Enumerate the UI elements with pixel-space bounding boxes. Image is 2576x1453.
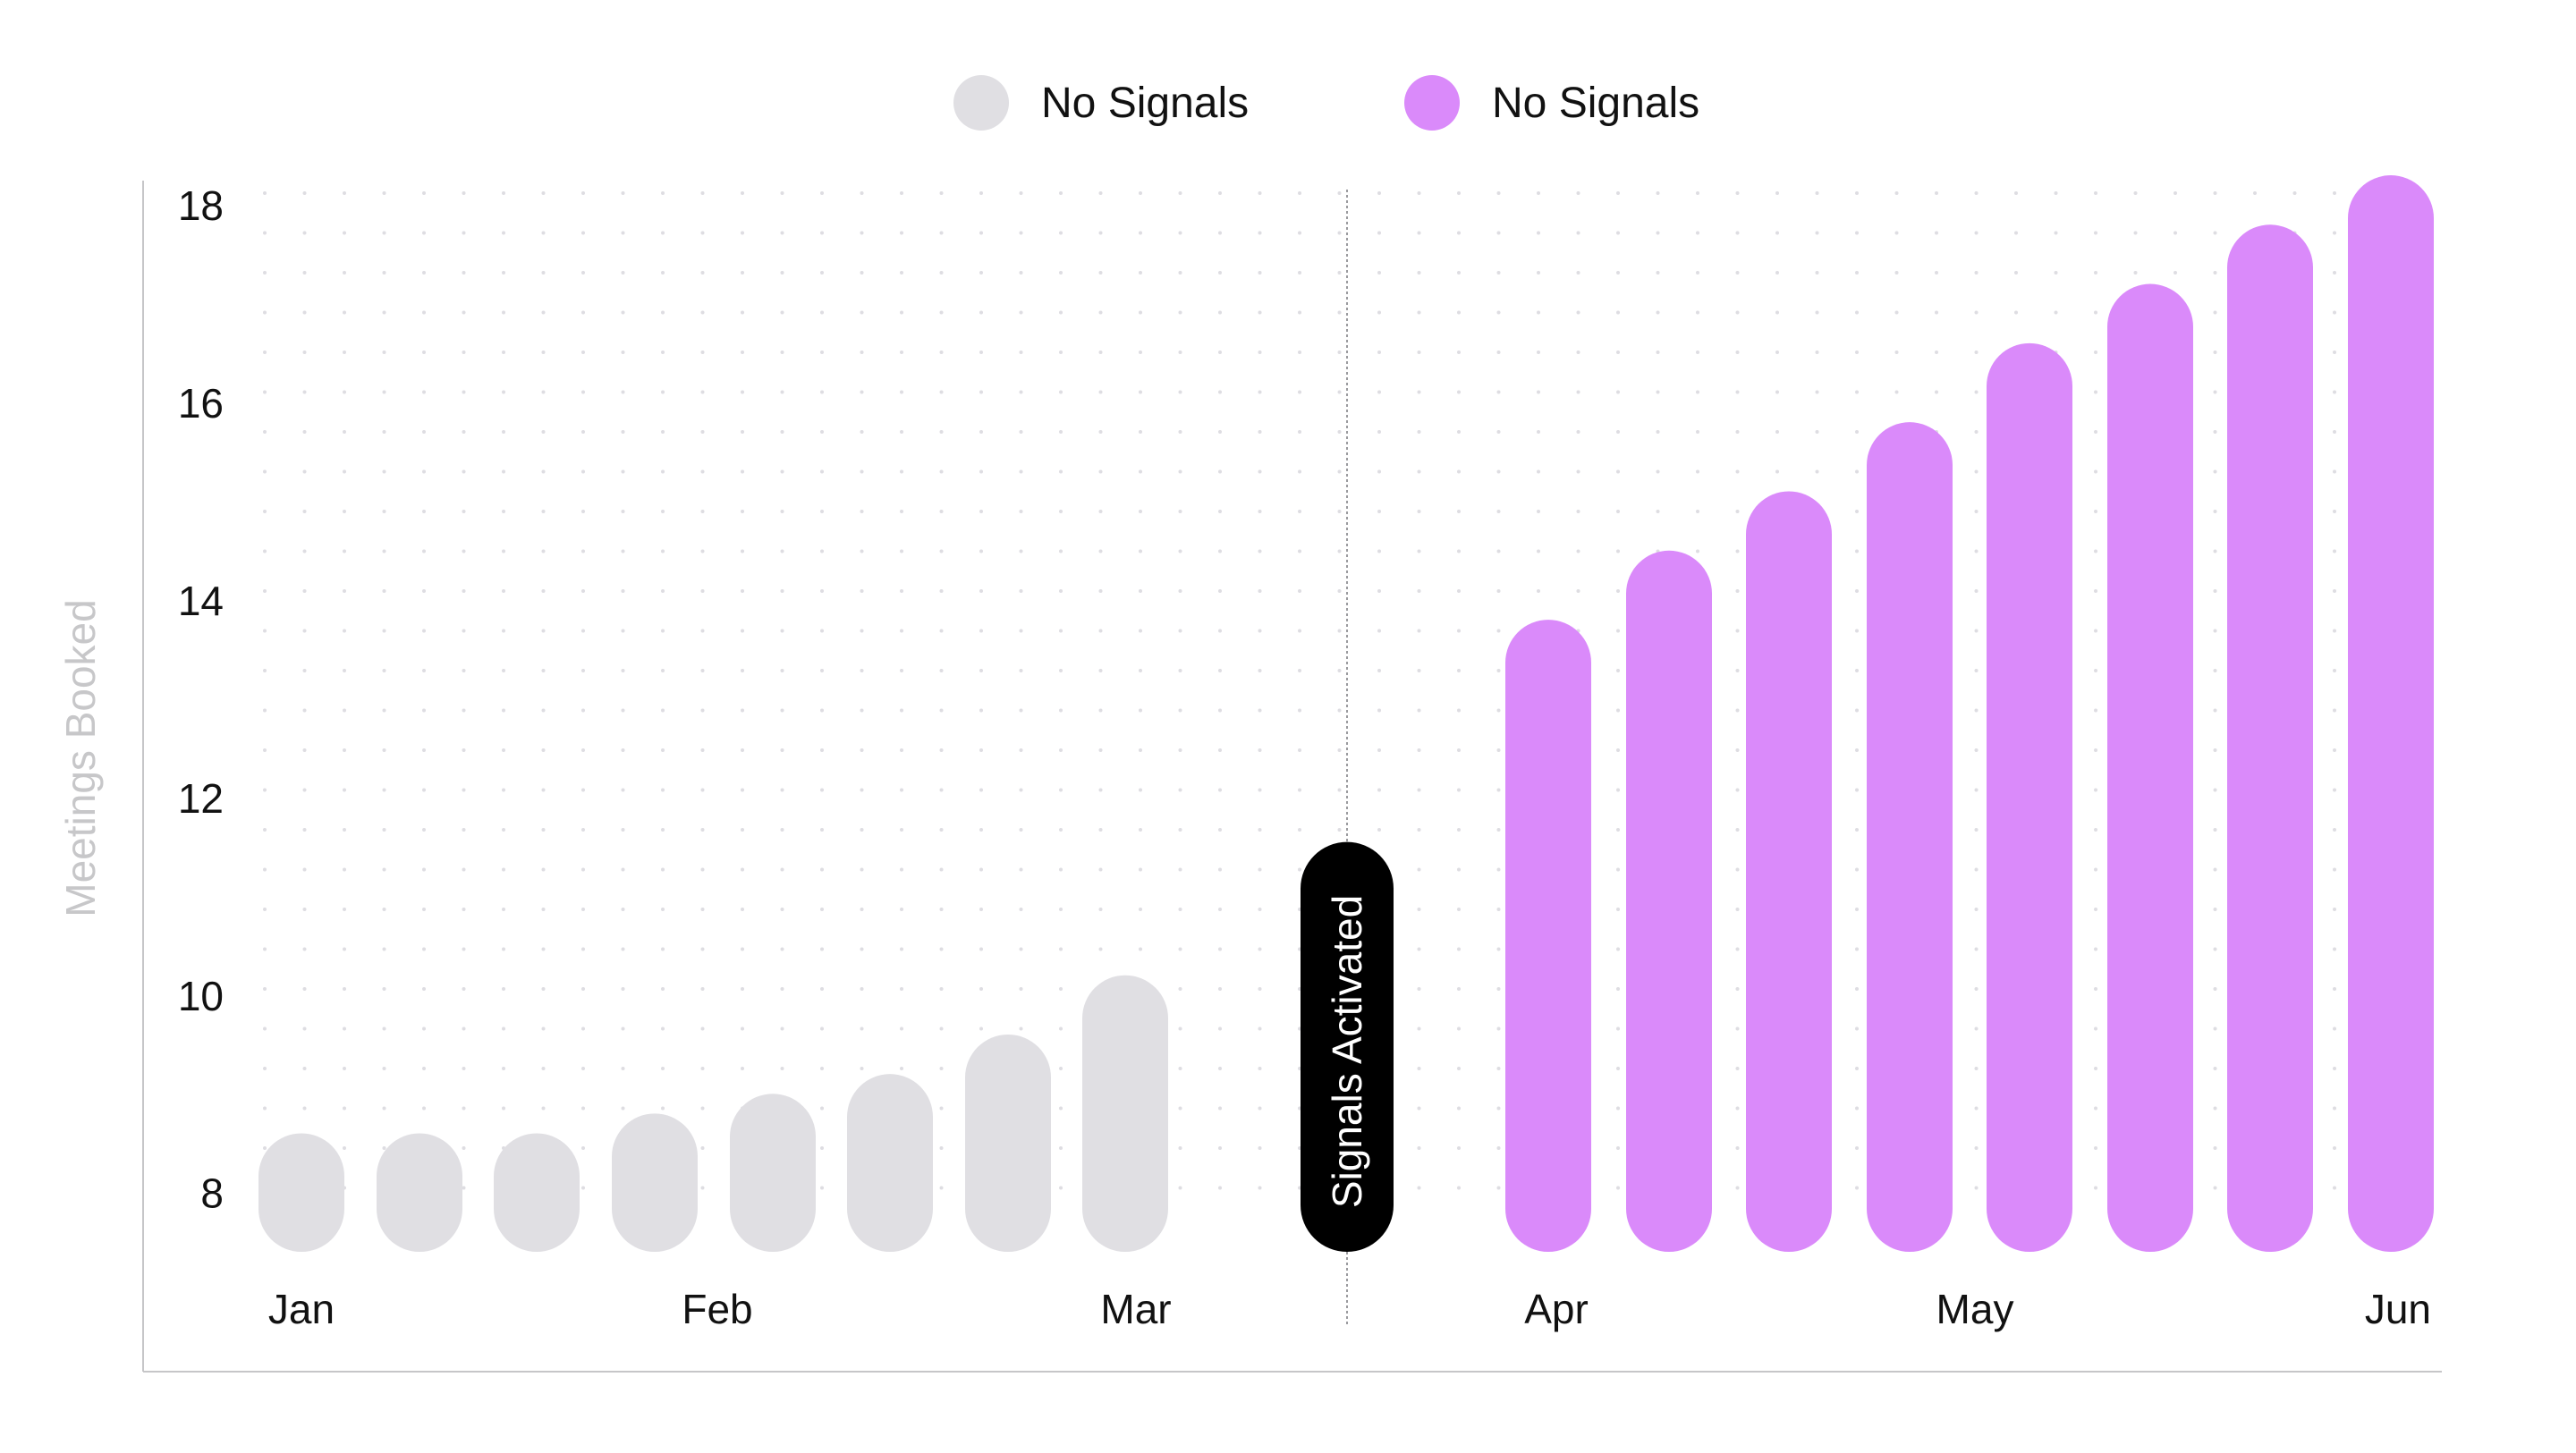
y-tick-label: 14 [178, 578, 224, 624]
y-tick-label: 10 [178, 973, 224, 1019]
legend-item-no-signals-purple[interactable]: No Signals [1404, 72, 1699, 134]
x-tick-label: Jan [268, 1286, 335, 1332]
bar-no-signals-purple [1746, 491, 1832, 1252]
bar-no-signals-gray [377, 1133, 462, 1252]
legend: No Signals No Signals [0, 72, 2576, 134]
bar-no-signals-gray [965, 1035, 1051, 1252]
bar-no-signals-purple [1987, 342, 2072, 1252]
y-axis-title-text: Meetings Booked [57, 599, 104, 917]
bar-no-signals-purple [1505, 620, 1591, 1252]
bar-no-signals-purple [1867, 422, 1953, 1252]
bar-no-signals-gray [1082, 975, 1168, 1252]
bar-no-signals-gray [730, 1094, 816, 1252]
x-tick-label: Feb [682, 1286, 752, 1332]
x-tick-label: Jun [2365, 1286, 2431, 1332]
bar-no-signals-gray [494, 1133, 580, 1252]
bar-no-signals-purple [2227, 224, 2313, 1253]
y-tick-label: 18 [178, 182, 224, 229]
x-tick-label: Mar [1100, 1286, 1171, 1332]
signals-activated-text: Signals Activated [1324, 894, 1370, 1209]
y-tick-label: 12 [178, 775, 224, 822]
bar-no-signals-purple [2348, 175, 2434, 1253]
signals-activated-pill [1301, 841, 1394, 1252]
legend-item-no-signals-gray[interactable]: No Signals [953, 72, 1249, 134]
bar-no-signals-gray [612, 1113, 698, 1252]
bar-no-signals-gray [258, 1133, 344, 1252]
legend-swatch-gray [953, 75, 1009, 131]
x-tick-label: Apr [1524, 1286, 1589, 1332]
y-tick-label: 8 [200, 1170, 224, 1217]
bar-no-signals-purple [1626, 550, 1712, 1252]
bar-no-signals-gray [847, 1074, 933, 1252]
legend-swatch-purple [1404, 75, 1460, 131]
legend-label: No Signals [1492, 79, 1700, 127]
legend-label: No Signals [1041, 79, 1250, 127]
x-tick-label: May [1936, 1286, 2014, 1332]
bar-no-signals-purple [2107, 283, 2193, 1253]
y-tick-label: 16 [178, 380, 224, 427]
